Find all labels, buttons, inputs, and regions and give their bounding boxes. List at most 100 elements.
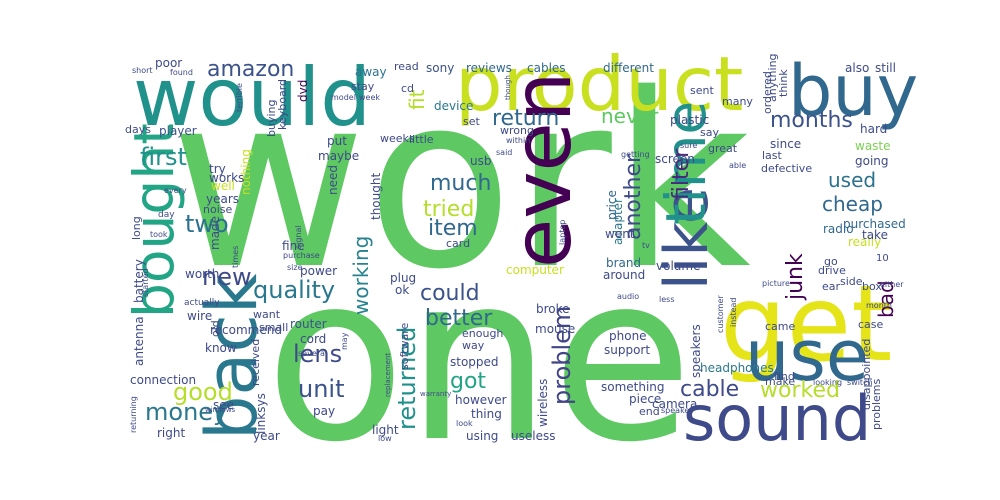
word-set: set <box>463 115 480 128</box>
word-tv: tv <box>642 241 650 250</box>
word-back: back <box>191 273 273 440</box>
word-ear: ear <box>822 280 841 293</box>
word-well: well <box>211 179 235 193</box>
word-another: another <box>621 153 646 240</box>
word-device: device <box>434 99 473 113</box>
word-support: support <box>604 343 650 357</box>
word-better: better <box>425 306 493 331</box>
word-size: size <box>287 263 303 272</box>
word-fit: fit <box>405 89 429 110</box>
word-battery: battery <box>132 259 146 303</box>
word-tried: tried <box>423 197 474 222</box>
word-card: card <box>446 237 470 250</box>
word-look: look <box>456 419 473 428</box>
word-windows: windows <box>205 406 236 414</box>
word-money: money <box>145 398 227 426</box>
word-two: two <box>185 210 229 238</box>
word-getting: getting <box>621 150 650 159</box>
word-months: months <box>770 108 853 133</box>
word-away: away <box>355 65 387 79</box>
word-light: light <box>372 423 399 437</box>
word-stay: stay <box>351 80 375 93</box>
word-reviews: reviews <box>466 61 512 75</box>
word-dvd: dvd <box>296 80 310 102</box>
word-model: model <box>331 93 356 102</box>
word-day: day <box>158 210 175 220</box>
word-player: player <box>159 124 197 138</box>
word-return: return <box>492 106 559 131</box>
word-around: around <box>603 268 645 282</box>
word-low: low <box>378 434 392 443</box>
word-good: good <box>173 378 233 406</box>
word-buying: buying <box>265 100 278 137</box>
word-week: week <box>359 93 380 102</box>
word-box: box <box>862 280 882 293</box>
word-bad: bad <box>874 280 898 318</box>
word-works: works <box>209 171 244 185</box>
word-disappointed: disappointed <box>860 339 873 410</box>
word-nothing: nothing <box>239 149 253 195</box>
word-thought: thought <box>369 173 383 220</box>
word-even: even <box>496 72 589 268</box>
word-phone: phone <box>609 329 647 343</box>
word-power: power <box>300 264 337 278</box>
word-want: want <box>253 308 281 321</box>
word-really: really <box>848 235 881 249</box>
word-problem: problem <box>548 306 576 405</box>
word-sent: sent <box>690 84 714 97</box>
word-10: 10 <box>876 253 889 264</box>
word-lens: lens <box>293 340 342 368</box>
word-stopped: stopped <box>450 355 499 369</box>
word-returning: returning <box>129 396 138 433</box>
word-days: days <box>125 123 151 136</box>
word-price: price <box>605 190 619 220</box>
word-either: either <box>880 280 904 289</box>
word-ok: ok <box>395 283 409 297</box>
word-right: right <box>157 426 185 440</box>
word-year: year <box>253 429 280 443</box>
word-brand: brand <box>606 256 641 270</box>
word-wire: wire <box>187 309 212 323</box>
word-may: may <box>340 332 349 350</box>
word-years: years <box>206 192 239 206</box>
word-volume: volume <box>656 259 700 273</box>
word-got: got <box>450 369 486 394</box>
word-looking: looking <box>813 378 842 387</box>
word-last: last <box>762 149 783 162</box>
word-think: think <box>777 69 790 97</box>
word-broke: broke <box>536 302 570 316</box>
word-amazon: amazon <box>207 57 294 82</box>
word-make: make <box>765 375 795 388</box>
word-old: old <box>209 320 222 337</box>
word-mouse: mouse <box>535 322 575 336</box>
word-little: little <box>409 133 434 146</box>
word-one: one <box>265 226 693 493</box>
word-work: work <box>170 42 751 322</box>
word-side: side <box>840 275 863 288</box>
word-thing: thing <box>471 407 502 421</box>
word-warranty: warranty <box>420 390 451 398</box>
word-item: item <box>428 216 478 241</box>
word-said: said <box>496 148 512 157</box>
word-usb: usb <box>470 154 491 168</box>
word-worth: worth <box>185 267 219 281</box>
word-times: times <box>231 246 240 268</box>
word-like: like <box>652 187 722 290</box>
word-replacement: replacement <box>384 353 392 397</box>
word-pay: pay <box>313 404 335 418</box>
word-way: way <box>462 339 485 352</box>
word-started: started <box>141 268 150 297</box>
word-though: though <box>504 75 512 100</box>
word-defective: defective <box>761 162 812 175</box>
word-using: using <box>466 429 498 443</box>
word-found: found <box>170 68 193 77</box>
word-get: get <box>720 263 892 385</box>
word-great: great <box>708 142 738 155</box>
word-however: however <box>455 393 507 407</box>
word-anything: anything <box>766 53 779 102</box>
word-received: received <box>249 339 262 386</box>
word-cheap: cheap <box>822 192 883 216</box>
word-case: case <box>858 318 884 331</box>
word-read: read <box>394 60 419 73</box>
word-actually: actually <box>184 298 220 308</box>
